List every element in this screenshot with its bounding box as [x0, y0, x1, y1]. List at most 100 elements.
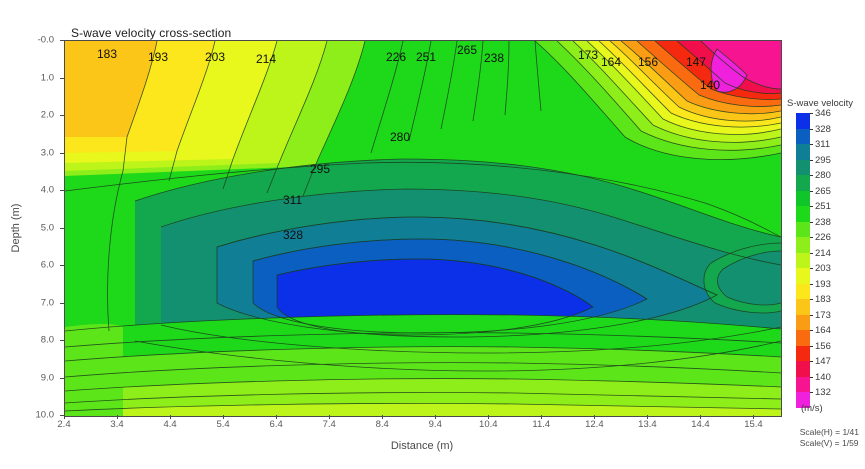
colorbar-swatch	[796, 190, 810, 206]
colorbar-swatch	[796, 128, 810, 144]
x-tickmark	[700, 415, 702, 419]
colorbar-value: 295	[815, 154, 831, 166]
y-tick-label: 8.0	[40, 334, 54, 346]
y-tickmark	[60, 227, 64, 229]
colorbar-entry: 164	[796, 325, 831, 346]
y-tickmark	[60, 77, 64, 79]
colorbar-value: 280	[815, 170, 831, 181]
colorbar-value: 238	[815, 216, 831, 228]
colorbar-value: 251	[815, 201, 831, 212]
colorbar-swatch	[796, 221, 810, 237]
colorbar-value: 346	[815, 108, 831, 119]
x-tickmark	[594, 415, 596, 419]
y-tickmark	[60, 40, 64, 41]
colorbar-value: 183	[815, 294, 831, 305]
colorbar-swatch	[796, 361, 810, 377]
x-tickmark	[541, 415, 543, 419]
colorbar-swatch	[796, 237, 810, 253]
y-tick-label: -0.0	[37, 34, 54, 46]
scale-horizontal: Scale(H) = 1/41	[799, 426, 859, 437]
colorbar-entry: 173	[796, 310, 831, 330]
colorbar-entry: 132	[796, 387, 831, 408]
colorbar-tickmark	[810, 159, 813, 161]
y-tick-label: 9.0	[40, 372, 54, 383]
colorbar-value: 311	[815, 139, 831, 150]
colorbar-entry: 214	[796, 248, 831, 268]
colorbar-value: 203	[815, 263, 831, 274]
colorbar-entry: 295	[796, 155, 831, 175]
colorbar-tickmark	[810, 361, 813, 362]
colorbar-entry: 265	[796, 186, 831, 206]
colorbar-swatch	[796, 252, 810, 268]
x-tickmark	[64, 415, 65, 419]
x-tickmark	[170, 415, 172, 419]
y-axis-ticks: -0.0 1.0 2.0 3.0 4.0 5.0 6.0 7.0 8.0 9.0 10.0	[0, 0, 58, 469]
colorbar-tickmark	[810, 345, 813, 347]
colorbar-value: 140	[815, 371, 831, 383]
colorbar-swatch	[796, 299, 810, 315]
colorbar-tickmark	[810, 113, 813, 114]
colorbar-value: 328	[815, 123, 831, 135]
y-axis-title: Depth (m)	[10, 203, 22, 253]
colorbar-tickmark	[810, 128, 813, 130]
y-tick-label: 1.0	[40, 72, 54, 83]
x-tick-label: 10.4	[479, 419, 498, 430]
y-tickmark	[60, 190, 64, 191]
colorbar-swatch	[796, 268, 810, 284]
x-tick-label: 13.4	[638, 419, 657, 430]
colorbar-tickmark	[810, 283, 813, 285]
y-tickmark	[60, 340, 64, 341]
x-tick-label: 8.4	[375, 419, 389, 430]
colorbar-value: 265	[815, 185, 831, 197]
colorbar-tickmark	[810, 376, 813, 378]
colorbar-swatch	[796, 392, 810, 408]
colorbar-entry: 280	[796, 170, 831, 191]
colorbar-entry: 311	[796, 139, 830, 160]
colorbar-entry: 140	[796, 372, 831, 392]
colorbar-tickmark	[810, 237, 813, 238]
colorbar-swatch	[796, 159, 810, 175]
x-axis-title: Distance (m)	[390, 440, 454, 452]
y-tick-label: 3.0	[40, 147, 54, 158]
colorbar-tickmark	[810, 190, 813, 192]
colorbar-tickmark	[810, 299, 813, 300]
y-tickmark	[60, 377, 64, 379]
scale-notes: Scale(H) = 1/41 Scale(V) = 1/59	[800, 427, 859, 449]
x-tick-label: 9.4	[428, 419, 442, 430]
x-tickmark	[223, 415, 225, 419]
colorbar-swatch	[796, 330, 810, 346]
x-tickmark	[647, 415, 649, 419]
x-tickmark	[435, 415, 437, 419]
x-tick-label: 3.4	[110, 419, 124, 430]
colorbar-tickmark	[810, 206, 813, 207]
y-tickmark	[60, 415, 64, 416]
x-tickmark	[117, 415, 119, 419]
x-tickmark	[329, 415, 331, 419]
colorbar-tickmark	[810, 314, 813, 316]
x-tick-label: 6.4	[269, 419, 283, 430]
colorbar-tickmark	[810, 252, 813, 254]
colorbar-tickmark	[810, 330, 813, 331]
x-tickmark	[276, 415, 278, 419]
colorbar-entry: 226	[796, 232, 831, 253]
colorbar-value: 156	[815, 340, 831, 352]
x-tick-label: 12.4	[585, 419, 604, 430]
colorbar-entry: 193	[796, 279, 831, 299]
colorbar-strip: 346 328 311 295 280 265 251 238 226 214 203 193 183 1…	[796, 108, 831, 408]
colorbar-value: 226	[815, 232, 831, 243]
colorbar-entry: 346	[796, 108, 831, 129]
colorbar-swatch	[796, 314, 810, 330]
y-tickmark	[60, 115, 64, 116]
colorbar-value: 132	[815, 387, 831, 398]
colorbar-entry: 238	[796, 217, 831, 237]
y-tick-label: 7.0	[40, 297, 54, 308]
colorbar-swatch	[796, 144, 810, 160]
colorbar-entry: 156	[796, 341, 831, 361]
colorbar-swatch	[796, 283, 810, 299]
y-tick-label: 4.0	[40, 184, 54, 196]
colorbar-tickmark	[810, 144, 813, 145]
colorbar-entry: 203	[796, 263, 831, 284]
colorbar-value: 214	[815, 247, 831, 259]
colorbar-tickmark	[810, 221, 813, 223]
